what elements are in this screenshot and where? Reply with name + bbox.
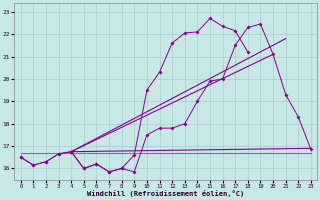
X-axis label: Windchill (Refroidissement éolien,°C): Windchill (Refroidissement éolien,°C) (87, 190, 244, 197)
